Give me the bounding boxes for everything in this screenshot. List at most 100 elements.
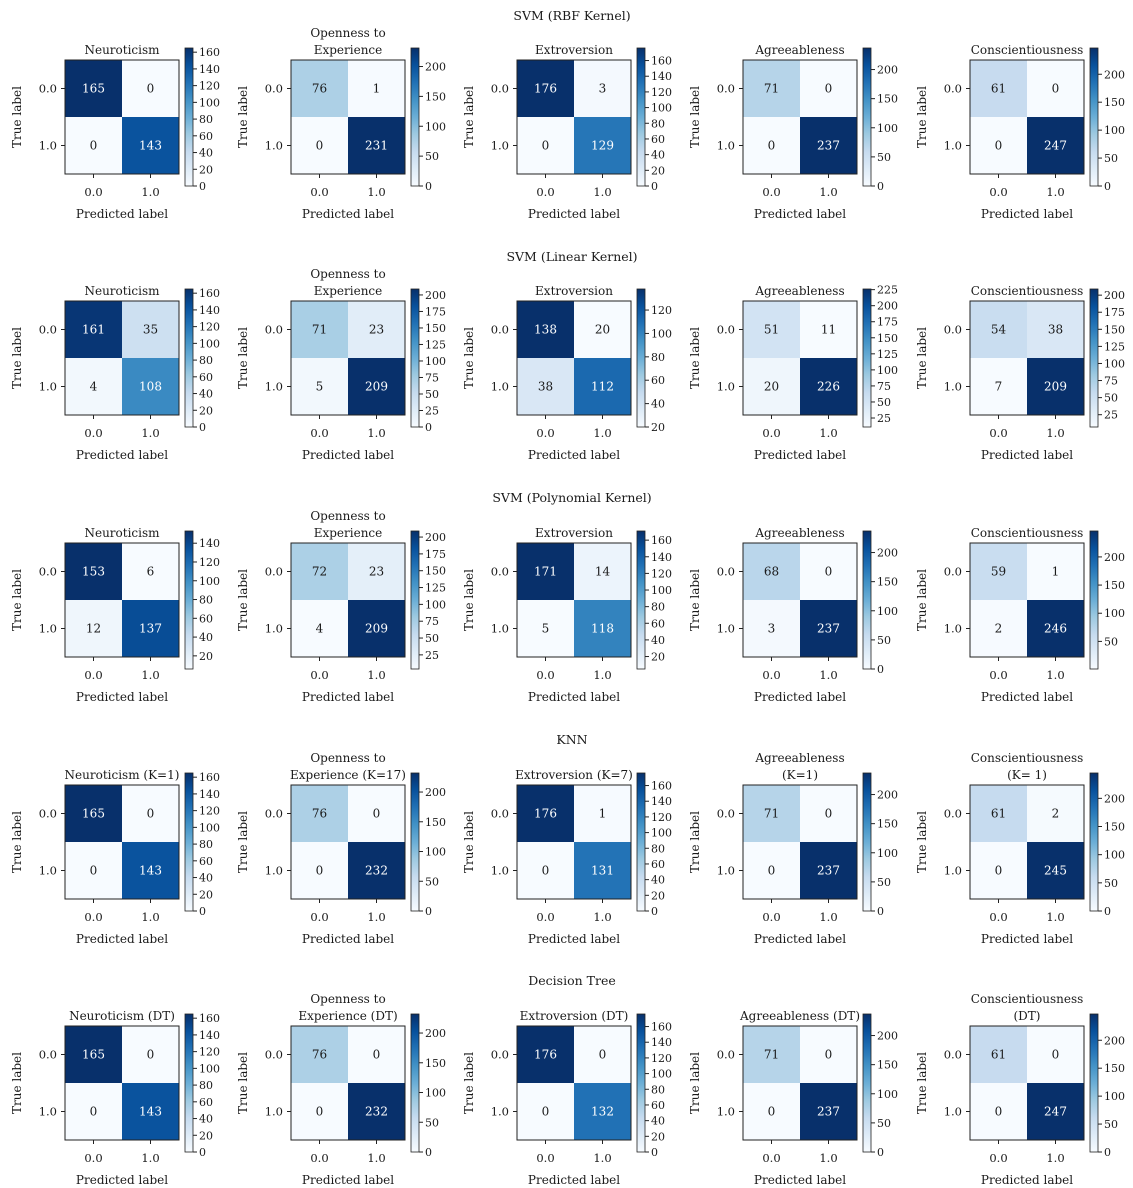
colorbar-tick-label: 0 bbox=[651, 180, 658, 193]
heatmap-cell bbox=[743, 785, 800, 842]
cell-value-label: 3 bbox=[599, 82, 607, 96]
colorbar bbox=[636, 288, 646, 428]
panel-title: Experience (K=17) bbox=[290, 768, 406, 782]
cell-value-label: 108 bbox=[139, 380, 162, 394]
colorbar-tick-label: 25 bbox=[1104, 409, 1118, 422]
colorbar-tick-label: 50 bbox=[1104, 152, 1118, 165]
cell-value-label: 209 bbox=[1044, 380, 1067, 394]
colorbar-tick-label: 175 bbox=[1104, 306, 1125, 319]
cell-value-label: 0 bbox=[147, 807, 155, 821]
heatmap-cell bbox=[970, 543, 1027, 600]
colorbar-tick-label: 120 bbox=[199, 321, 220, 334]
y-axis-label: True label bbox=[462, 1052, 476, 1114]
cell-value-label: 4 bbox=[316, 622, 324, 636]
colorbar-tick-label: 100 bbox=[651, 827, 672, 840]
x-axis-label: Predicted label bbox=[76, 1173, 168, 1187]
colorbar-tick-label: 50 bbox=[877, 1117, 891, 1130]
heatmap-cell bbox=[800, 1026, 857, 1083]
panel-title: Extroversion bbox=[535, 284, 613, 298]
cell-value-label: 2 bbox=[995, 622, 1003, 636]
colorbar bbox=[636, 530, 646, 670]
x-tick-label: 1.0 bbox=[593, 185, 611, 199]
y-tick-label: 0.0 bbox=[944, 323, 962, 337]
colorbar-tick-label: 0 bbox=[199, 1146, 206, 1159]
cell-value-label: 132 bbox=[591, 1105, 614, 1119]
x-axis-label: Predicted label bbox=[981, 207, 1073, 221]
colorbar-tick-label: 0 bbox=[199, 905, 206, 918]
colorbar-tick-label: 60 bbox=[199, 371, 213, 384]
colorbar-tick-label: 0 bbox=[877, 905, 884, 918]
cell-value-label: 176 bbox=[534, 807, 557, 821]
heatmap-cell bbox=[800, 1083, 857, 1140]
colorbar-tick-label: 150 bbox=[425, 565, 446, 578]
x-tick-label: 0.0 bbox=[84, 910, 102, 924]
y-axis-label: True label bbox=[915, 811, 929, 873]
x-tick-label: 1.0 bbox=[819, 426, 837, 440]
cell-value-label: 0 bbox=[542, 864, 550, 878]
cell-value-label: 38 bbox=[1048, 323, 1063, 337]
heatmap-cell bbox=[517, 1026, 574, 1083]
x-tick-label: 1.0 bbox=[141, 1151, 159, 1165]
x-tick-label: 0.0 bbox=[536, 910, 554, 924]
colorbar-tick-label: 200 bbox=[425, 786, 446, 799]
panel-title: Agreeableness bbox=[754, 284, 844, 298]
colorbar-tick-label: 160 bbox=[199, 771, 220, 784]
confusion-matrix-panel: Neuroticism (K=1) 165 0 0 143 0.0 0.0 1.0 1.0 Pre… bbox=[10, 768, 220, 946]
cell-value-label: 0 bbox=[316, 864, 324, 878]
colorbar-tick-label: 100 bbox=[425, 355, 446, 368]
confusion-matrix-panel: Conscientiousness (DT) 61 0 0 247 0.0 0.0 1.0 1.0… bbox=[915, 992, 1125, 1187]
confusion-matrix-panel: Neuroticism 165 0 0 143 0.0 0.0 1.0 1.0 Predicted… bbox=[10, 43, 220, 221]
x-tick-label: 1.0 bbox=[367, 426, 385, 440]
heatmap-cell bbox=[743, 1026, 800, 1083]
heatmap-cell bbox=[291, 60, 348, 117]
colorbar-tick-label: 175 bbox=[425, 305, 446, 318]
heatmap-cell bbox=[1027, 785, 1084, 842]
colorbar-tick-label: 120 bbox=[651, 811, 672, 824]
cell-value-label: 76 bbox=[312, 1048, 327, 1062]
colorbar-tick-label: 125 bbox=[1104, 340, 1125, 353]
cell-value-label: 23 bbox=[369, 323, 384, 337]
y-tick-label: 1.0 bbox=[944, 622, 962, 636]
colorbar-tick-label: 60 bbox=[199, 130, 213, 143]
heatmap-cell bbox=[574, 842, 631, 899]
heatmap-cell bbox=[743, 301, 800, 358]
cell-value-label: 54 bbox=[991, 323, 1007, 337]
cell-value-label: 237 bbox=[817, 1105, 840, 1119]
colorbar-tick-label: 40 bbox=[651, 634, 665, 647]
colorbar-tick-label: 40 bbox=[651, 874, 665, 887]
colorbar-tick-label: 20 bbox=[651, 889, 665, 902]
y-tick-label: 1.0 bbox=[944, 139, 962, 153]
heatmap-frame bbox=[290, 59, 406, 175]
cell-value-label: 232 bbox=[365, 1105, 388, 1119]
colorbar-tick-label: 0 bbox=[1104, 180, 1111, 193]
y-tick-label: 0.0 bbox=[944, 82, 962, 96]
colorbar-tick-label: 150 bbox=[1104, 323, 1125, 336]
colorbar bbox=[1089, 47, 1099, 187]
colorbar-tick-label: 20 bbox=[199, 163, 213, 176]
colorbar-tick-label: 175 bbox=[425, 548, 446, 561]
y-tick-label: 0.0 bbox=[717, 807, 735, 821]
colorbar-tick-label: 200 bbox=[877, 64, 898, 77]
heatmap-cell bbox=[743, 543, 800, 600]
panel-title: Conscientiousness bbox=[971, 43, 1084, 57]
colorbar-tick-label: 20 bbox=[199, 650, 213, 663]
heatmap-cell bbox=[348, 543, 405, 600]
colorbar-tick-label: 100 bbox=[877, 122, 898, 135]
heatmap-cell bbox=[517, 842, 574, 899]
cell-value-label: 0 bbox=[825, 1048, 833, 1062]
cell-value-label: 7 bbox=[995, 380, 1003, 394]
panel-title: (K= 1) bbox=[1007, 768, 1047, 782]
heatmap-frame bbox=[516, 542, 632, 658]
heatmap-cell bbox=[800, 842, 857, 899]
colorbar bbox=[184, 1013, 194, 1153]
colorbar-tick-label: 100 bbox=[877, 605, 898, 618]
colorbar-tick-label: 0 bbox=[425, 1146, 432, 1159]
cell-value-label: 0 bbox=[373, 1048, 381, 1062]
y-tick-label: 0.0 bbox=[491, 82, 509, 96]
y-tick-label: 1.0 bbox=[39, 622, 57, 636]
colorbar-tick-label: 100 bbox=[425, 1087, 446, 1100]
cell-value-label: 0 bbox=[768, 1105, 776, 1119]
y-tick-label: 1.0 bbox=[717, 380, 735, 394]
heatmap-cell bbox=[291, 358, 348, 415]
colorbar-tick-label: 150 bbox=[877, 332, 898, 345]
